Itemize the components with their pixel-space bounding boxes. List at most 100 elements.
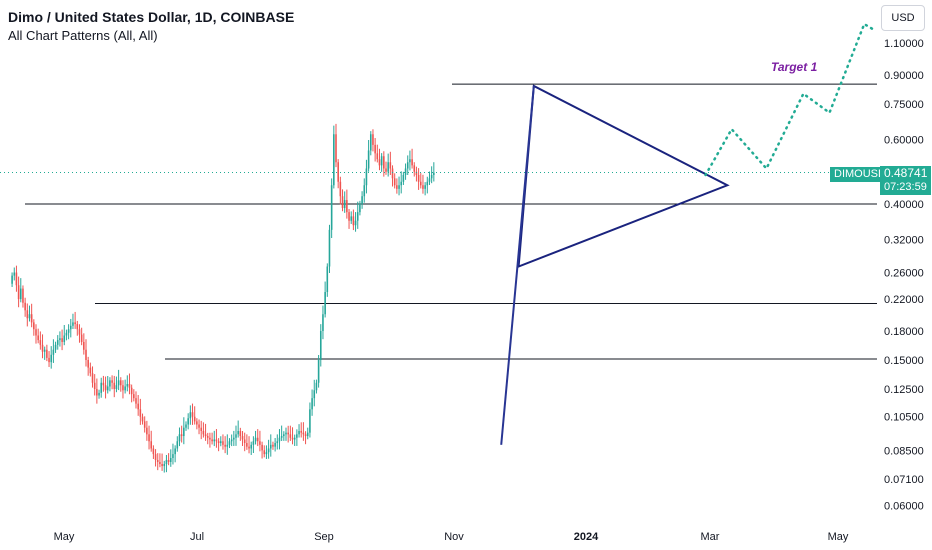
candle-body bbox=[146, 427, 148, 435]
candle-body bbox=[141, 416, 144, 422]
candle-body bbox=[424, 185, 426, 189]
candle-body bbox=[324, 292, 326, 315]
candle-body bbox=[363, 185, 366, 197]
candle-body bbox=[159, 461, 161, 465]
candle-body bbox=[180, 434, 183, 437]
candle-body bbox=[393, 178, 396, 186]
candle-body bbox=[187, 418, 189, 425]
candle-body bbox=[226, 444, 229, 447]
candle-body bbox=[222, 441, 224, 445]
candle-body bbox=[41, 344, 44, 352]
triangle bbox=[517, 84, 730, 269]
y-tick-label: 0.12500 bbox=[884, 384, 924, 396]
x-tick-label: Jul bbox=[190, 531, 204, 543]
candle-body bbox=[169, 458, 172, 462]
y-tick-label: 0.18000 bbox=[884, 326, 924, 338]
candle-body bbox=[239, 430, 242, 437]
candle-body bbox=[378, 159, 381, 166]
candle-body bbox=[400, 181, 403, 186]
candle-body bbox=[174, 448, 176, 455]
candle-body bbox=[287, 432, 289, 435]
candle-body bbox=[130, 387, 133, 395]
candle-body bbox=[65, 332, 68, 336]
candle-body bbox=[80, 334, 83, 342]
candle-body bbox=[406, 162, 409, 169]
candle-body bbox=[274, 443, 276, 447]
candle-body bbox=[104, 385, 107, 391]
x-tick-label: 2024 bbox=[574, 531, 599, 543]
candle-body bbox=[191, 412, 194, 417]
candle-body bbox=[15, 272, 18, 286]
x-tick-label: Nov bbox=[444, 531, 464, 543]
candle-body bbox=[398, 185, 400, 189]
candle-body bbox=[354, 220, 357, 226]
candle-body bbox=[176, 441, 179, 449]
candle-body bbox=[83, 341, 85, 350]
candle-body bbox=[152, 448, 155, 455]
candle-body bbox=[39, 340, 42, 345]
candle-body bbox=[376, 153, 379, 160]
candle-body bbox=[113, 382, 116, 390]
x-tick-label: Sep bbox=[314, 531, 334, 543]
candle-body bbox=[91, 373, 94, 383]
candle-body bbox=[263, 450, 266, 455]
candle-body bbox=[356, 212, 359, 221]
candle-body bbox=[22, 288, 24, 303]
candle-body bbox=[126, 383, 129, 387]
projection-polyline bbox=[704, 22, 875, 177]
candle-body bbox=[430, 174, 433, 179]
candle-body bbox=[43, 349, 46, 352]
x-tick-label: Mar bbox=[701, 531, 720, 543]
candle-body bbox=[259, 441, 261, 445]
candle-body bbox=[372, 134, 374, 145]
candle-body bbox=[256, 437, 259, 442]
candle-body bbox=[209, 437, 211, 440]
candle-body bbox=[293, 437, 296, 440]
candle-body bbox=[161, 464, 163, 467]
candle-body bbox=[100, 382, 103, 393]
candle-body bbox=[433, 172, 435, 175]
candle-body bbox=[233, 437, 235, 440]
currency-button[interactable]: USD bbox=[881, 5, 925, 31]
candle-body bbox=[300, 430, 303, 433]
candle-body bbox=[163, 464, 166, 467]
candle-body bbox=[341, 196, 344, 209]
chart-title: Dimo / United States Dollar, 1D, COINBAS… bbox=[8, 9, 295, 25]
candle-body bbox=[178, 434, 181, 442]
candle-body bbox=[148, 434, 150, 442]
candle-body bbox=[411, 159, 413, 166]
candle-body bbox=[217, 441, 220, 444]
candle-body bbox=[124, 386, 126, 391]
candle-body bbox=[367, 150, 370, 169]
candle-body bbox=[35, 329, 37, 336]
y-tick-label: 0.15000 bbox=[884, 355, 924, 367]
candle-body bbox=[241, 436, 244, 440]
candle-body bbox=[409, 159, 411, 163]
candle-body bbox=[185, 424, 187, 428]
candle-body bbox=[33, 322, 35, 330]
candle-body bbox=[285, 432, 287, 435]
y-tick-label: 0.90000 bbox=[884, 70, 924, 82]
candle-body bbox=[204, 434, 207, 437]
candle-body bbox=[391, 168, 394, 179]
candle-body bbox=[189, 412, 192, 419]
x-tick-label: May bbox=[54, 531, 75, 543]
candle-body bbox=[215, 439, 218, 442]
candle-body bbox=[200, 427, 203, 431]
candle-body bbox=[183, 427, 185, 437]
candle-body bbox=[137, 403, 139, 410]
candle-body bbox=[291, 437, 294, 440]
candle-body bbox=[52, 349, 55, 355]
candle-body bbox=[302, 432, 305, 435]
x-tick-label: May bbox=[828, 531, 849, 543]
triangle-pattern bbox=[500, 84, 730, 445]
candle-body bbox=[202, 430, 205, 435]
candle-body bbox=[198, 424, 200, 428]
candle-body bbox=[419, 181, 422, 186]
candle-body bbox=[387, 162, 389, 172]
countdown-tag: 07:23:59 bbox=[880, 180, 931, 195]
candle-body bbox=[26, 310, 29, 319]
candle-body bbox=[298, 430, 300, 435]
candle-body bbox=[139, 409, 142, 417]
